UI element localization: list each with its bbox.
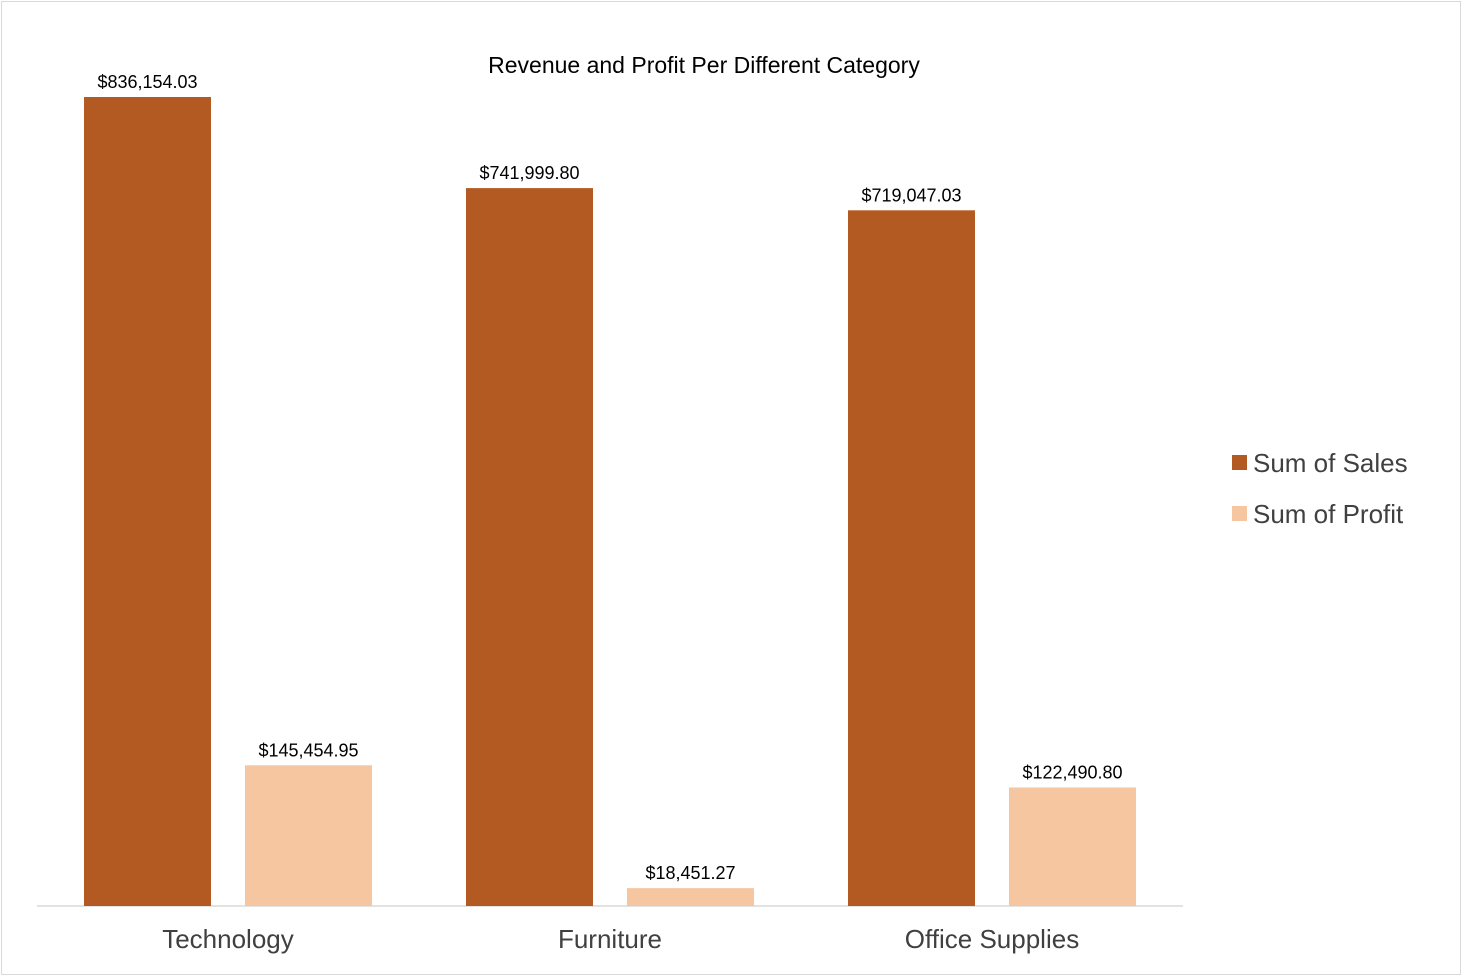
- data-label: $719,047.03: [861, 185, 961, 205]
- data-label: $122,490.80: [1022, 762, 1122, 782]
- legend-swatch: [1232, 506, 1247, 521]
- data-label: $836,154.03: [97, 72, 197, 92]
- bar-office-supplies-sum-of-profit: [1009, 787, 1136, 906]
- chart-title: Revenue and Profit Per Different Categor…: [488, 52, 920, 78]
- legend-label: Sum of Profit: [1253, 499, 1404, 529]
- bar-technology-sum-of-sales: [84, 97, 211, 906]
- bar-technology-sum-of-profit: [245, 765, 372, 906]
- bars-group: $836,154.03 $145,454.95 Technology $741,999…: [84, 72, 1136, 954]
- legend: Sum of Sales Sum of Profit: [1232, 448, 1408, 529]
- data-label: $741,999.80: [479, 163, 579, 183]
- legend-swatch: [1232, 455, 1247, 470]
- data-label: $145,454.95: [258, 740, 358, 760]
- data-label: $18,451.27: [645, 863, 735, 883]
- bar-office-supplies-sum-of-sales: [848, 210, 975, 906]
- category-label: Office Supplies: [905, 924, 1079, 954]
- bar-furniture-sum-of-sales: [466, 188, 593, 907]
- category-label: Furniture: [558, 924, 662, 954]
- bar-furniture-sum-of-profit: [627, 888, 754, 906]
- legend-label: Sum of Sales: [1253, 448, 1408, 478]
- category-label: Technology: [162, 924, 294, 954]
